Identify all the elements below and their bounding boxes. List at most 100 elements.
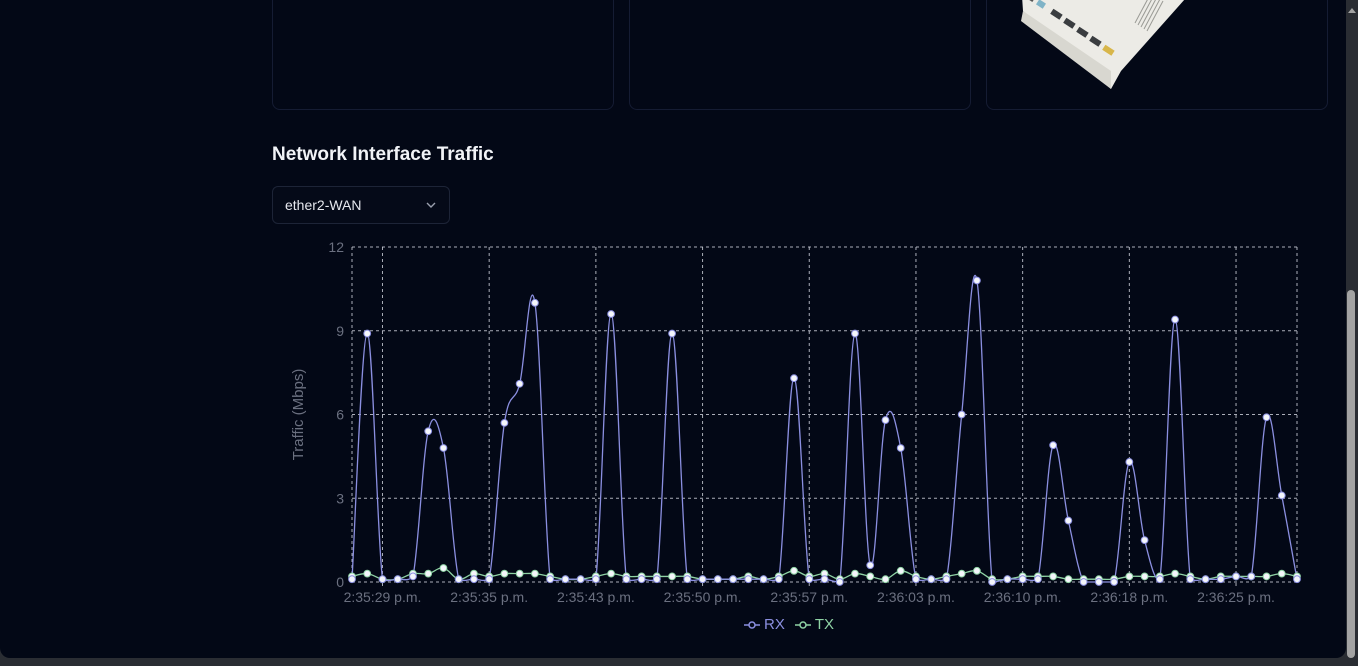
legend-item-tx[interactable]: TX	[794, 616, 834, 633]
rx-data-point[interactable]	[744, 575, 753, 584]
tx-data-point[interactable]	[1140, 572, 1149, 581]
rx-data-point[interactable]	[1064, 516, 1073, 525]
rx-data-point[interactable]	[759, 575, 768, 584]
rx-data-point[interactable]	[851, 329, 859, 338]
rx-data-point[interactable]	[591, 575, 600, 584]
tx-data-point[interactable]	[515, 569, 524, 578]
x-tick-label: 2:35:57 p.m.	[770, 589, 848, 605]
rx-data-point[interactable]	[470, 575, 478, 584]
rx-data-point[interactable]	[348, 575, 356, 584]
rx-data-point[interactable]	[912, 575, 920, 584]
rx-data-point[interactable]	[546, 575, 555, 584]
rx-data-point[interactable]	[1293, 575, 1301, 584]
scrollbar-thumb[interactable]	[1347, 290, 1355, 658]
rx-data-point[interactable]	[881, 416, 890, 424]
interface-select[interactable]: ether2-WAN	[272, 186, 450, 224]
rx-data-point[interactable]	[774, 575, 783, 584]
rx-legend-icon	[744, 620, 760, 629]
tx-data-point[interactable]	[1125, 572, 1134, 581]
rx-data-point[interactable]	[790, 374, 798, 383]
rx-data-point[interactable]	[378, 575, 387, 584]
interface-select-value: ether2-WAN	[285, 197, 362, 213]
tx-data-point[interactable]	[363, 569, 372, 578]
rx-data-point[interactable]	[500, 418, 509, 427]
tx-data-point[interactable]	[896, 566, 905, 575]
rx-data-point[interactable]	[1079, 578, 1088, 586]
tx-data-point[interactable]	[607, 569, 616, 578]
rx-data-point[interactable]	[683, 575, 692, 584]
tx-data-point[interactable]	[1277, 569, 1286, 578]
rx-data-point[interactable]	[485, 575, 494, 584]
rx-data-point[interactable]	[393, 575, 402, 584]
rx-data-point[interactable]	[607, 310, 616, 318]
rx-data-point[interactable]	[1232, 572, 1240, 581]
rx-data-point[interactable]	[957, 410, 966, 419]
rx-data-point[interactable]	[637, 575, 646, 584]
rx-data-point[interactable]	[988, 578, 997, 586]
rx-data-point[interactable]	[1247, 572, 1256, 581]
rx-data-point[interactable]	[1018, 575, 1027, 584]
rx-data-point[interactable]	[927, 575, 936, 584]
rx-data-point[interactable]	[1171, 315, 1179, 324]
tx-data-point[interactable]	[1171, 569, 1179, 578]
tx-data-point[interactable]	[500, 569, 509, 578]
tx-data-point[interactable]	[881, 575, 890, 584]
rx-data-point[interactable]	[1140, 536, 1149, 545]
rx-data-point[interactable]	[698, 575, 707, 584]
rx-data-point[interactable]	[439, 444, 448, 452]
tx-data-point[interactable]	[866, 572, 875, 581]
rx-data-point[interactable]	[652, 575, 661, 584]
rx-data-point[interactable]	[805, 575, 814, 584]
rx-data-point[interactable]	[424, 427, 433, 436]
tx-data-point[interactable]	[790, 566, 798, 575]
tx-data-point[interactable]	[957, 569, 966, 578]
rx-data-point[interactable]	[1201, 575, 1210, 584]
rx-data-point[interactable]	[1262, 413, 1271, 422]
rx-data-point[interactable]	[561, 575, 570, 584]
rx-series-line	[351, 274, 1298, 583]
tx-data-point[interactable]	[531, 569, 539, 578]
rx-data-point[interactable]	[820, 575, 829, 584]
rx-data-point[interactable]	[1277, 491, 1286, 500]
rx-data-point[interactable]	[1110, 578, 1118, 586]
rx-data-point[interactable]	[668, 329, 676, 338]
rx-data-point[interactable]	[531, 298, 539, 307]
rx-data-point[interactable]	[1049, 441, 1058, 450]
stat-card-1	[272, 0, 614, 110]
y-tick-label: 0	[336, 574, 344, 590]
rx-data-point[interactable]	[942, 575, 951, 584]
rx-data-point[interactable]	[1125, 458, 1134, 466]
chart-legend: RX TX	[744, 616, 834, 633]
rx-data-point[interactable]	[1186, 575, 1195, 584]
rx-data-point[interactable]	[973, 276, 981, 285]
rx-data-point[interactable]	[1003, 575, 1012, 584]
rx-data-point[interactable]	[866, 561, 875, 570]
rx-data-point[interactable]	[409, 572, 417, 581]
rx-data-point[interactable]	[454, 575, 463, 584]
rx-data-point[interactable]	[896, 444, 905, 452]
rx-data-point[interactable]	[835, 578, 844, 586]
rx-data-point[interactable]	[729, 575, 737, 584]
rx-data-point[interactable]	[576, 575, 585, 584]
tx-data-point[interactable]	[973, 566, 981, 575]
tx-data-point[interactable]	[668, 572, 676, 581]
rx-data-point[interactable]	[1033, 575, 1042, 584]
scroll-up-arrow-icon[interactable]	[1348, 8, 1356, 13]
tx-data-point[interactable]	[1064, 575, 1073, 584]
rx-data-point[interactable]	[713, 575, 722, 584]
rx-data-point[interactable]	[1094, 578, 1103, 586]
tx-data-point[interactable]	[439, 564, 448, 572]
rx-data-point[interactable]	[363, 329, 372, 338]
x-tick-label: 2:35:35 p.m.	[450, 589, 528, 605]
legend-item-rx[interactable]: RX	[744, 616, 785, 633]
rx-data-point[interactable]	[515, 379, 524, 388]
tx-data-point[interactable]	[1049, 572, 1058, 581]
router-image-card	[986, 0, 1328, 110]
x-tick-label: 2:36:10 p.m.	[984, 589, 1062, 605]
tx-data-point[interactable]	[424, 569, 433, 578]
tx-data-point[interactable]	[851, 569, 859, 578]
tx-data-point[interactable]	[1262, 572, 1271, 581]
rx-data-point[interactable]	[1216, 575, 1225, 584]
rx-data-point[interactable]	[622, 575, 631, 584]
rx-data-point[interactable]	[1155, 575, 1164, 584]
